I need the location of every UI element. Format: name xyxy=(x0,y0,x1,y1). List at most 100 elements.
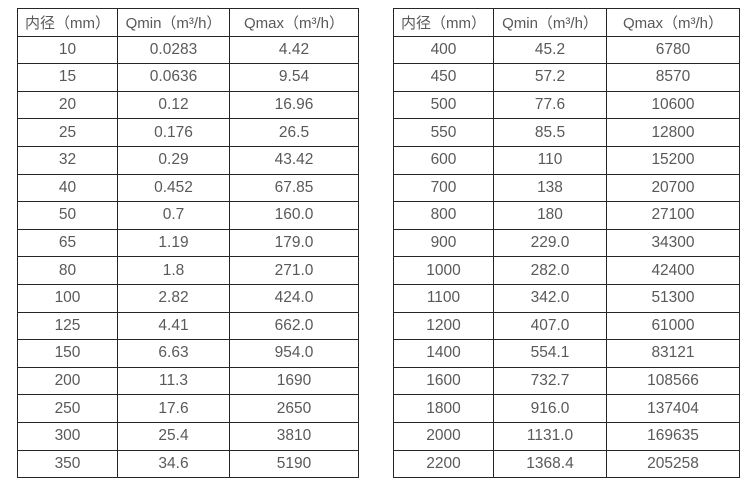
cell-diameter: 1000 xyxy=(393,256,494,285)
cell-qmin: 916.0 xyxy=(493,394,607,423)
cell-qmax: 12800 xyxy=(606,118,740,147)
cell-diameter: 100 xyxy=(17,283,118,313)
table-row: 350 34.6 5190 xyxy=(17,449,359,479)
cell-qmin: 0.0283 xyxy=(117,35,230,65)
cell-diameter: 80 xyxy=(17,256,118,285)
table-row: 20 0.12 16.96 xyxy=(17,90,359,120)
cell-diameter: 1400 xyxy=(393,339,494,368)
table-row: 32 0.29 43.42 xyxy=(17,145,359,175)
cell-qmin: 0.7 xyxy=(117,201,230,230)
header-cell-diameter: 内径（mm） xyxy=(393,8,494,37)
cell-qmax: 179.0 xyxy=(229,228,359,258)
table-row: 80 1.8 271.0 xyxy=(17,256,359,285)
table-row: 700 138 20700 xyxy=(393,173,740,203)
cell-qmin: 45.2 xyxy=(493,35,607,65)
cell-diameter: 900 xyxy=(393,228,494,258)
cell-qmin: 0.29 xyxy=(117,145,230,175)
cell-qmax: 67.85 xyxy=(229,173,359,203)
header-row: 内径（mm） Qmin（m³/h） Qmax（m³/h） xyxy=(17,8,359,37)
cell-qmax: 20700 xyxy=(606,173,740,203)
table-row: 50 0.7 160.0 xyxy=(17,201,359,230)
cell-qmax: 61000 xyxy=(606,311,740,341)
header-cell-qmin: Qmin（m³/h） xyxy=(117,8,230,37)
cell-qmax: 42400 xyxy=(606,256,740,285)
table-row: 1400 554.1 83121 xyxy=(393,339,740,368)
cell-qmin: 77.6 xyxy=(493,90,607,120)
table-row: 2200 1368.4 205258 xyxy=(393,449,740,479)
table-body: 400 45.2 6780 450 57.2 8570 500 77.6 10600 550 85.… xyxy=(393,35,740,479)
table-body: 10 0.0283 4.42 15 0.0636 9.54 20 0.12 16.96 25 0.1… xyxy=(17,35,359,479)
table-row: 400 45.2 6780 xyxy=(393,35,740,65)
cell-qmin: 554.1 xyxy=(493,339,607,368)
cell-qmin: 282.0 xyxy=(493,256,607,285)
table-row: 500 77.6 10600 xyxy=(393,90,740,120)
table-row: 250 17.6 2650 xyxy=(17,394,359,423)
cell-diameter: 700 xyxy=(393,173,494,203)
table-row: 1100 342.0 51300 xyxy=(393,283,740,313)
cell-qmax: 83121 xyxy=(606,339,740,368)
cell-diameter: 250 xyxy=(17,394,118,423)
cell-qmin: 407.0 xyxy=(493,311,607,341)
table-row: 200 11.3 1690 xyxy=(17,366,359,396)
cell-qmax: 5190 xyxy=(229,449,359,479)
table-row: 40 0.452 67.85 xyxy=(17,173,359,203)
cell-diameter: 65 xyxy=(17,228,118,258)
cell-diameter: 350 xyxy=(17,449,118,479)
table-row: 1200 407.0 61000 xyxy=(393,311,740,341)
cell-qmin: 4.41 xyxy=(117,311,230,341)
header-row: 内径（mm） Qmin（m³/h） Qmax（m³/h） xyxy=(393,8,740,37)
cell-qmin: 180 xyxy=(493,201,607,230)
cell-qmax: 8570 xyxy=(606,63,740,92)
cell-qmin: 2.82 xyxy=(117,283,230,313)
cell-diameter: 800 xyxy=(393,201,494,230)
table-row: 900 229.0 34300 xyxy=(393,228,740,258)
header-cell-qmax: Qmax（m³/h） xyxy=(229,8,359,37)
cell-qmax: 15200 xyxy=(606,145,740,175)
cell-diameter: 1800 xyxy=(393,394,494,423)
cell-diameter: 600 xyxy=(393,145,494,175)
header-cell-diameter: 内径（mm） xyxy=(17,8,118,37)
table-row: 2000 1131.0 169635 xyxy=(393,421,740,451)
cell-qmax: 2650 xyxy=(229,394,359,423)
cell-qmin: 17.6 xyxy=(117,394,230,423)
cell-diameter: 200 xyxy=(17,366,118,396)
table-row: 550 85.5 12800 xyxy=(393,118,740,147)
table-row: 125 4.41 662.0 xyxy=(17,311,359,341)
cell-qmax: 108566 xyxy=(606,366,740,396)
cell-qmax: 34300 xyxy=(606,228,740,258)
cell-diameter: 400 xyxy=(393,35,494,65)
cell-qmax: 3810 xyxy=(229,421,359,451)
cell-qmax: 662.0 xyxy=(229,311,359,341)
table-row: 100 2.82 424.0 xyxy=(17,283,359,313)
cell-qmin: 732.7 xyxy=(493,366,607,396)
cell-qmax: 271.0 xyxy=(229,256,359,285)
table-row: 25 0.176 26.5 xyxy=(17,118,359,147)
cell-qmax: 9.54 xyxy=(229,63,359,92)
flow-table-right: 内径（mm） Qmin（m³/h） Qmax（m³/h） 400 45.2 6780 45… xyxy=(393,8,740,479)
cell-diameter: 450 xyxy=(393,63,494,92)
cell-qmax: 16.96 xyxy=(229,90,359,120)
cell-qmax: 137404 xyxy=(606,394,740,423)
cell-qmax: 27100 xyxy=(606,201,740,230)
cell-diameter: 15 xyxy=(17,63,118,92)
table-row: 1800 916.0 137404 xyxy=(393,394,740,423)
table-row: 1000 282.0 42400 xyxy=(393,256,740,285)
cell-qmax: 1690 xyxy=(229,366,359,396)
cell-qmin: 0.176 xyxy=(117,118,230,147)
cell-diameter: 1600 xyxy=(393,366,494,396)
table-row: 1600 732.7 108566 xyxy=(393,366,740,396)
cell-qmin: 1.19 xyxy=(117,228,230,258)
table-row: 300 25.4 3810 xyxy=(17,421,359,451)
flow-table-left: 内径（mm） Qmin（m³/h） Qmax（m³/h） 10 0.0283 4.42 1… xyxy=(17,8,359,479)
cell-diameter: 300 xyxy=(17,421,118,451)
cell-qmin: 110 xyxy=(493,145,607,175)
cell-diameter: 125 xyxy=(17,311,118,341)
cell-qmax: 51300 xyxy=(606,283,740,313)
cell-diameter: 1200 xyxy=(393,311,494,341)
cell-qmin: 6.63 xyxy=(117,339,230,368)
table-row: 800 180 27100 xyxy=(393,201,740,230)
cell-qmin: 342.0 xyxy=(493,283,607,313)
table-row: 15 0.0636 9.54 xyxy=(17,63,359,92)
cell-diameter: 150 xyxy=(17,339,118,368)
